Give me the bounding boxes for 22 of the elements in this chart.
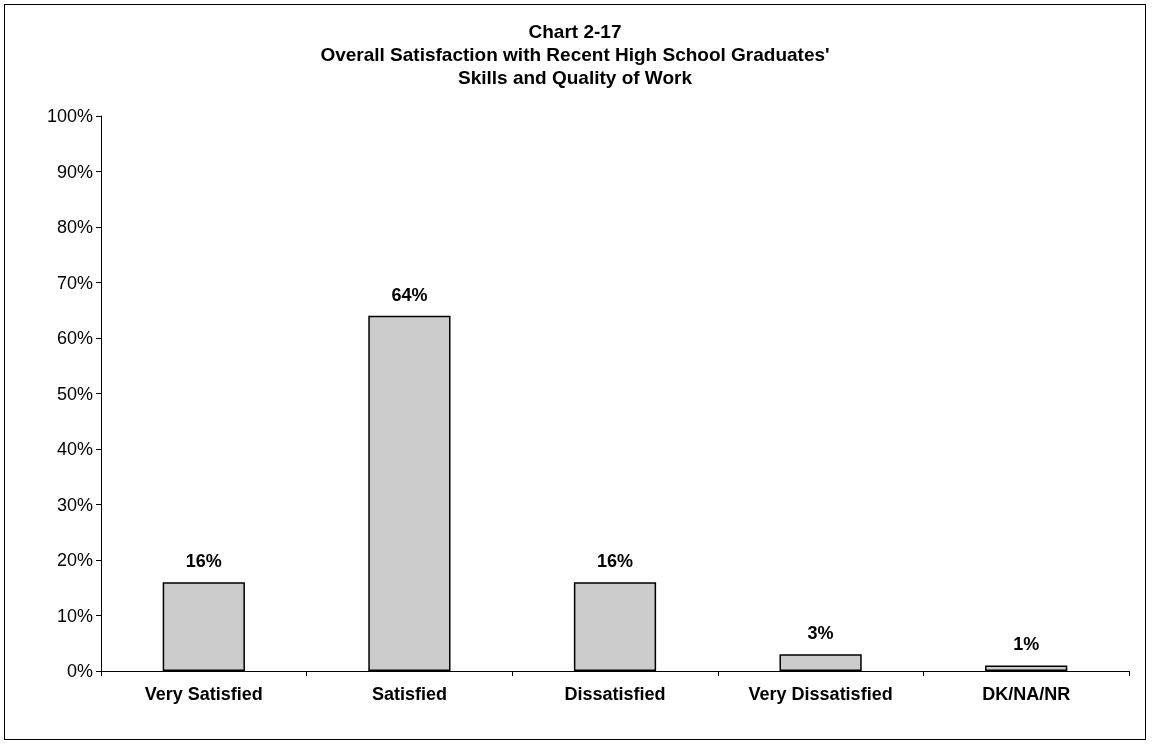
x-tick-label: DK/NA/NR: [982, 684, 1071, 704]
y-tick-label: 40%: [56, 439, 93, 459]
chart-title: Chart 2-17 Overall Satisfaction with Recent High School Graduates' Skills and Quality of Work: [320, 21, 830, 88]
x-tick-label: Satisfied: [371, 684, 447, 704]
y-tick-label: 70%: [56, 272, 93, 293]
y-tick-label: 60%: [56, 328, 93, 348]
data-label: 64%: [391, 284, 428, 305]
y-tick-label: 50%: [56, 383, 93, 404]
y-tick-label: 0%: [66, 661, 93, 681]
y-tick-label: 80%: [56, 217, 93, 237]
x-tick-label: Very Dissatisfied: [748, 684, 893, 704]
y-tick-label: 30%: [56, 494, 93, 515]
y-tick-label: 20%: [56, 550, 93, 570]
x-tick-label: Dissatisfied: [564, 684, 666, 704]
data-label: 1%: [1013, 634, 1040, 655]
y-tick-label: 10%: [56, 605, 93, 626]
data-label: 16%: [185, 551, 222, 572]
y-tick-label: 90%: [56, 161, 93, 182]
data-label: 16%: [596, 551, 634, 572]
x-tick-label: Very Satisfied: [144, 684, 263, 704]
y-tick-label: 100%: [46, 106, 93, 126]
data-label: 3%: [807, 623, 834, 644]
